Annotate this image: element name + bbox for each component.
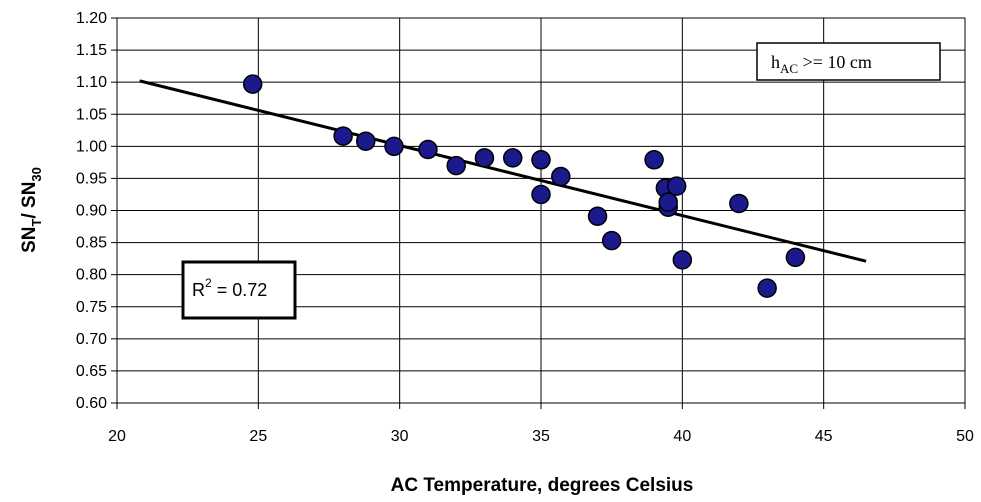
x-tick-label: 30	[391, 428, 409, 445]
condition-annotation: hAC >= 10 cm	[756, 42, 941, 81]
x-axis-ticks: 20 25 30 35 40 45 50	[108, 403, 974, 445]
data-point	[551, 166, 571, 187]
y-tick-label: 1.10	[76, 74, 107, 91]
data-point	[531, 184, 551, 205]
x-tick-label: 20	[108, 428, 126, 445]
y-axis-title-mid: / SN	[19, 182, 40, 219]
data-point	[587, 206, 608, 227]
y-tick-label: 0.95	[76, 170, 107, 187]
y-tick-label: 0.65	[76, 363, 107, 380]
y-axis-ticks: 0.60 0.65 0.70 0.75 0.80 0.85 0.90 0.95 1.00 1.05…	[76, 10, 117, 412]
y-tick-label: 1.20	[76, 10, 107, 27]
data-point	[757, 278, 777, 298]
data-point	[333, 126, 353, 146]
y-axis-title-main: SN	[19, 226, 40, 252]
data-point	[666, 176, 687, 196]
y-tick-label: 1.00	[76, 138, 107, 155]
svg-text:R2 = 0.72: R2 = 0.72	[192, 276, 267, 300]
x-tick-label: 45	[815, 428, 833, 445]
data-point	[418, 139, 438, 160]
r2-rest: = 0.72	[212, 280, 268, 300]
data-point	[672, 250, 693, 270]
r2-main: R	[192, 280, 205, 300]
trendline	[139, 79, 867, 263]
x-tick-label: 40	[673, 428, 691, 445]
data-points	[242, 74, 806, 298]
y-axis-title: SNT/ SN30	[19, 167, 44, 253]
r2-sup: 2	[205, 276, 212, 290]
data-point	[531, 150, 551, 170]
condition-main: h	[771, 52, 780, 72]
data-point	[658, 192, 678, 212]
y-axis-title-sub2: 30	[29, 167, 44, 181]
y-tick-label: 1.05	[76, 106, 107, 123]
x-tick-label: 50	[956, 428, 974, 445]
y-tick-label: 1.15	[76, 42, 107, 59]
data-point	[474, 148, 495, 168]
data-point	[502, 148, 523, 168]
data-point	[601, 230, 622, 251]
condition-rest: >= 10 cm	[798, 52, 872, 72]
data-point	[644, 150, 664, 170]
y-tick-label: 0.60	[76, 395, 107, 412]
data-point	[384, 136, 404, 157]
data-point	[355, 131, 376, 151]
y-tick-label: 0.90	[76, 203, 107, 220]
y-tick-label: 0.75	[76, 299, 107, 316]
condition-sub: AC	[780, 61, 798, 76]
y-axis-title-sub1: T	[29, 218, 44, 226]
r2-annotation: R2 = 0.72	[181, 260, 297, 320]
x-tick-label: 35	[532, 428, 550, 445]
y-tick-label: 0.70	[76, 331, 107, 348]
y-tick-label: 0.85	[76, 235, 107, 252]
data-point	[785, 247, 806, 268]
data-point	[446, 155, 466, 176]
data-point	[729, 193, 749, 214]
y-tick-label: 0.80	[76, 267, 107, 284]
x-tick-label: 25	[249, 428, 267, 445]
x-axis-title: AC Temperature, degrees Celsius	[391, 475, 694, 496]
data-point	[242, 74, 263, 94]
svg-text:hAC >= 10 cm: hAC >= 10 cm	[771, 52, 872, 76]
